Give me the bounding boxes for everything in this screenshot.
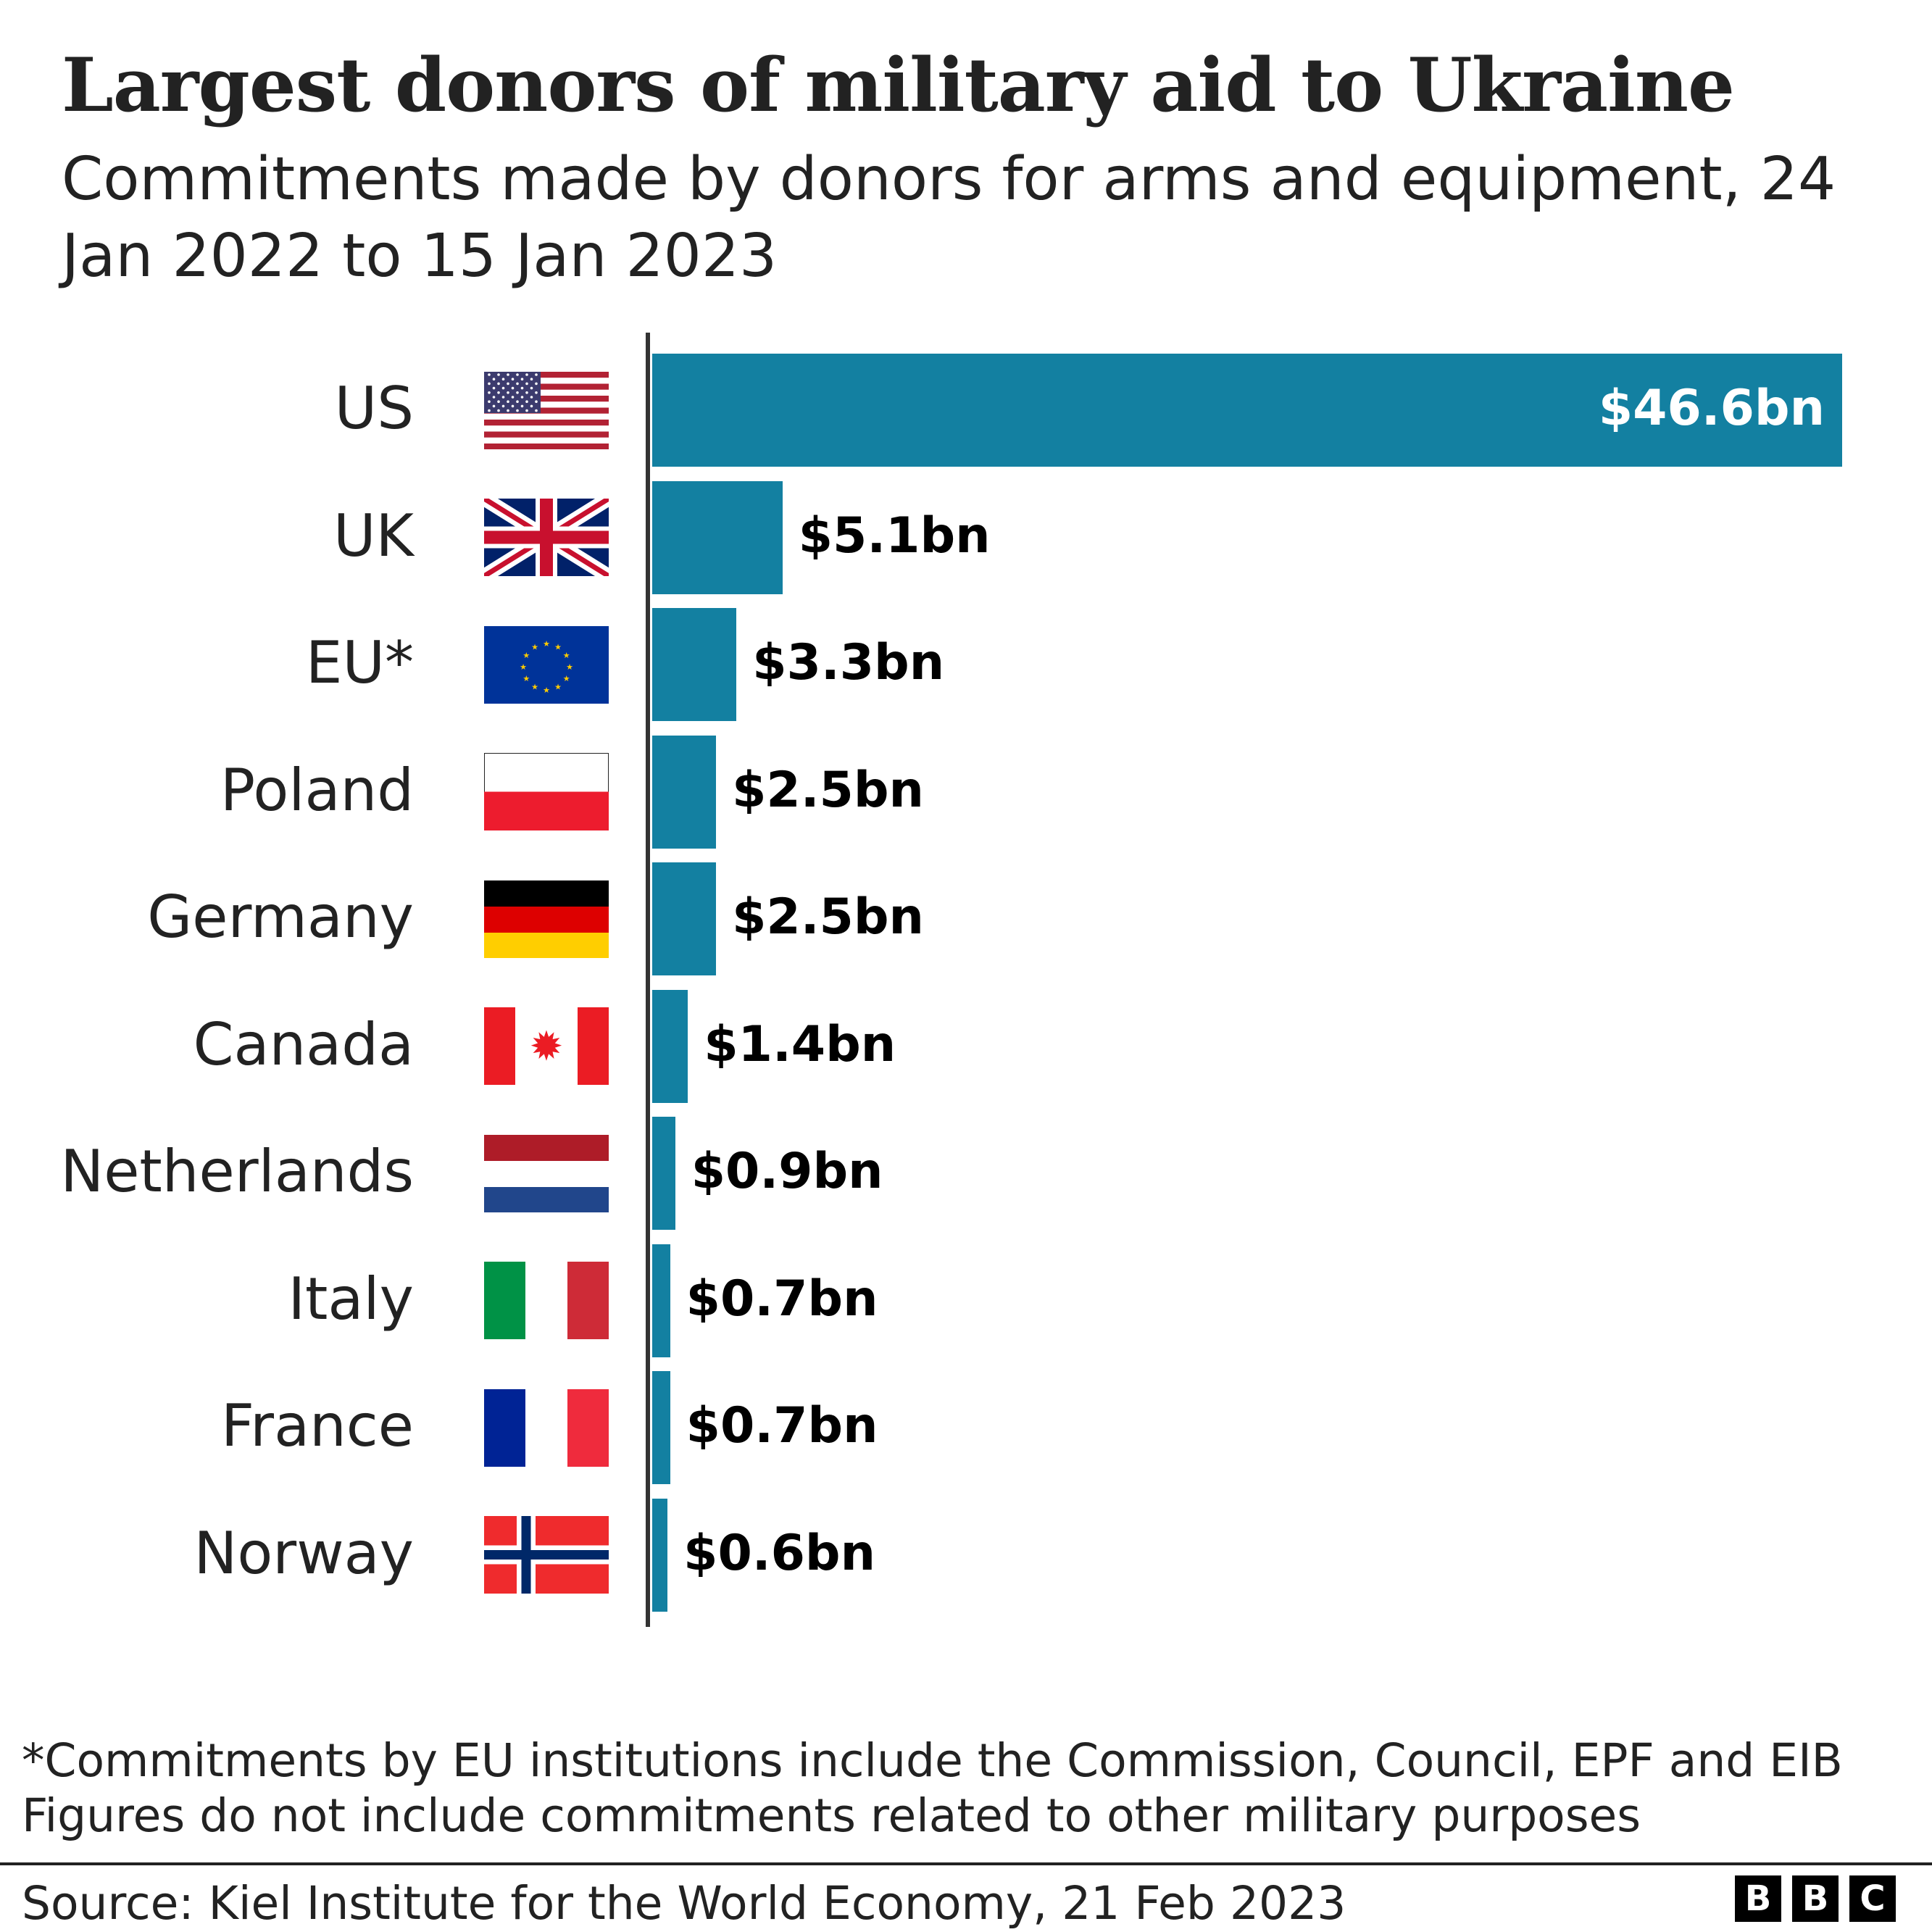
us-flag-icon	[484, 371, 609, 449]
data-label: $3.3bn	[752, 634, 945, 691]
category-label: Poland	[220, 756, 414, 824]
svg-text:★: ★	[554, 682, 562, 691]
bar	[652, 735, 717, 849]
netherlands-flag-icon	[484, 1134, 609, 1212]
category-label: Germany	[147, 883, 414, 951]
logo-letter: B	[1792, 1875, 1839, 1922]
france-flag-icon	[484, 1388, 609, 1467]
logo-letter: C	[1849, 1875, 1896, 1922]
divider	[0, 1862, 1932, 1865]
bar	[652, 1244, 670, 1357]
data-label: $0.6bn	[683, 1524, 876, 1582]
bar	[652, 608, 737, 721]
canada-flag-icon: ✹	[484, 1007, 609, 1085]
bar	[652, 1117, 675, 1230]
svg-text:★: ★	[543, 686, 550, 695]
category-label: Norway	[193, 1519, 414, 1587]
svg-text:★: ★	[543, 639, 550, 649]
category-label: Canada	[193, 1010, 414, 1078]
svg-text:★: ★	[563, 674, 570, 683]
data-label: $2.5bn	[732, 888, 924, 946]
bar	[652, 1371, 670, 1484]
svg-text:★: ★	[554, 642, 562, 651]
svg-text:★: ★	[531, 642, 538, 651]
bar	[652, 480, 783, 594]
footnote-eu: *Commitments by EU institutions include …	[22, 1734, 1843, 1787]
data-label: $46.6bn	[1598, 380, 1825, 437]
italy-flag-icon	[484, 1262, 609, 1339]
bar	[652, 1498, 668, 1612]
source-text: Source: Kiel Institute for the World Eco…	[22, 1877, 1346, 1930]
eu-flag-icon: ★ ★ ★ ★ ★ ★ ★ ★ ★ ★ ★ ★	[484, 625, 609, 704]
y-axis-line	[646, 333, 650, 1627]
bar	[652, 862, 717, 975]
bar	[652, 989, 688, 1103]
data-label: $0.7bn	[686, 1397, 878, 1454]
bbc-logo: B B C	[1735, 1875, 1896, 1922]
svg-text:✹: ✹	[530, 1023, 564, 1070]
uk-flag-icon	[480, 492, 613, 583]
category-label: EU*	[305, 629, 414, 696]
data-label: $0.9bn	[691, 1143, 883, 1200]
germany-flag-icon	[484, 880, 609, 958]
svg-text:★: ★	[522, 651, 530, 660]
poland-flag-icon	[483, 752, 609, 831]
bar	[652, 354, 1842, 467]
data-label: $1.4bn	[704, 1015, 896, 1073]
svg-text:★: ★	[531, 682, 538, 691]
svg-text:★: ★	[563, 651, 570, 660]
category-label: France	[220, 1392, 414, 1460]
svg-text:★: ★	[520, 662, 527, 672]
norway-flag-icon	[484, 1516, 609, 1594]
category-label: Netherlands	[60, 1138, 414, 1205]
logo-letter: B	[1735, 1875, 1781, 1922]
data-label: $0.7bn	[686, 1270, 878, 1328]
bar-chart: US $46.6bn UK $5.1bn EU* ★ ★ ★ ★ ★ ★ ★ ★ ★ ★ ★ ★ $3.3bn Po…	[60, 333, 1842, 1627]
chart-subtitle: Commitments made by donors for arms and …	[62, 145, 1836, 291]
svg-text:★: ★	[566, 662, 573, 672]
category-label: US	[334, 375, 414, 442]
footnote-figures: Figures do not include commitments relat…	[22, 1789, 1641, 1842]
data-label: $2.5bn	[732, 761, 924, 819]
data-label: $5.1bn	[798, 507, 991, 565]
category-label: UK	[333, 501, 414, 570]
category-label: Italy	[288, 1265, 414, 1333]
svg-text:★: ★	[522, 674, 530, 683]
chart-title: Largest donors of military aid to Ukrain…	[62, 42, 1735, 129]
